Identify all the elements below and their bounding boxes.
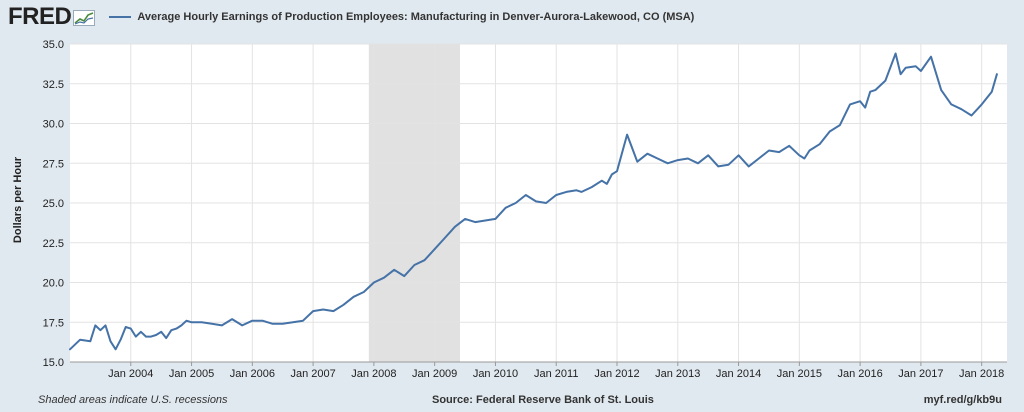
series-line <box>69 52 998 351</box>
short-url-link[interactable]: myf.red/g/kb9u <box>923 394 1002 406</box>
y-tick-label: 27.5 <box>43 158 64 170</box>
x-tick-label: Jan 2004 <box>108 368 153 380</box>
x-tick-label: Jan 2012 <box>594 368 639 380</box>
fred-logo[interactable]: FRED <box>8 3 96 31</box>
y-tick-label: 30.0 <box>43 119 64 131</box>
x-tick-label: Jan 2006 <box>230 368 275 380</box>
x-tick-label: Jan 2014 <box>716 368 761 380</box>
x-tick-label: Jan 2005 <box>169 368 214 380</box>
y-tick-label: 22.5 <box>43 238 64 250</box>
x-tick-label: Jan 2016 <box>837 368 882 380</box>
y-tick-label: 25.0 <box>43 198 64 210</box>
y-tick-label: 17.5 <box>43 317 64 329</box>
x-tick-label: Jan 2007 <box>290 368 335 380</box>
x-tick-label: Jan 2008 <box>351 368 396 380</box>
source-text: Source: Federal Reserve Bank of St. Loui… <box>432 394 654 406</box>
recession-note: Shaded areas indicate U.S. recessions <box>38 394 228 406</box>
x-tick-label: Jan 2018 <box>959 368 1004 380</box>
x-tick-label: Jan 2015 <box>777 368 822 380</box>
y-tick-label: 15.0 <box>43 357 64 369</box>
x-tick-label: Jan 2011 <box>534 368 578 380</box>
x-tick-label: Jan 2013 <box>655 368 700 380</box>
chart-legend: Average Hourly Earnings of Production Em… <box>109 11 694 23</box>
x-tick-label: Jan 2009 <box>412 368 457 380</box>
chart-header: FRED Average Hourly Earnings of Producti… <box>8 3 694 31</box>
fred-logo-text: FRED <box>8 3 72 30</box>
y-tick-label: 32.5 <box>43 79 64 91</box>
y-tick-label: 35.0 <box>43 39 64 51</box>
chart-line-icon <box>73 10 96 26</box>
y-tick-label: 20.0 <box>43 278 64 290</box>
x-tick-label: Jan 2010 <box>473 368 518 380</box>
legend-swatch <box>109 16 132 18</box>
x-tick-label: Jan 2017 <box>898 368 943 380</box>
legend-label: Average Hourly Earnings of Production Em… <box>137 11 695 23</box>
